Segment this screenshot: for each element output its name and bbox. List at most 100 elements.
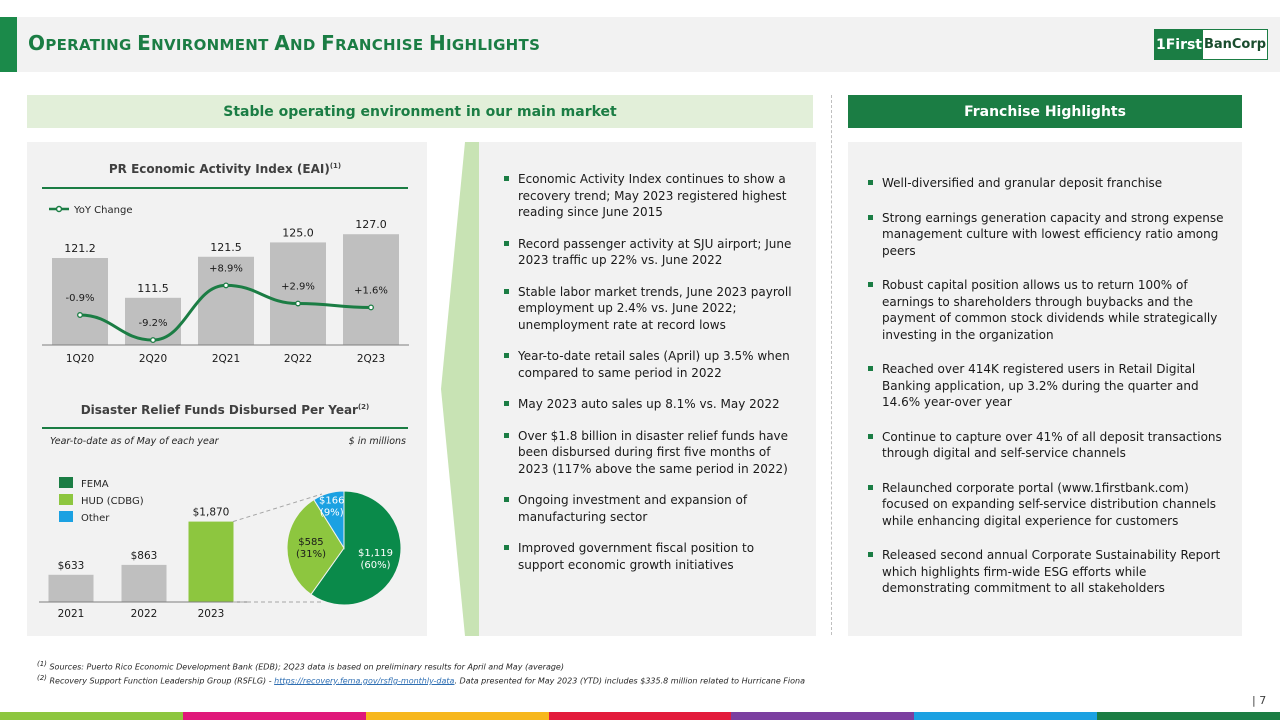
- yoy-point: [223, 282, 229, 289]
- eai-chart-title-text: PR Economic Activity Index (EAI): [108, 162, 330, 176]
- market-bullet-item: Year-to-date retail sales (April) up 3.5…: [504, 348, 800, 381]
- market-bullet-item: May 2023 auto sales up 8.1% vs. May 2022: [504, 396, 800, 413]
- franchise-bullet-item: Strong earnings generation capacity and …: [868, 210, 1230, 260]
- page-title: OPERATING ENVIRONMENT AND FRANCHISE HIGH…: [28, 31, 540, 55]
- bullet-square-icon: [504, 497, 509, 502]
- page-title-text: OPERATING ENVIRONMENT AND FRANCHISE HIGH…: [28, 31, 541, 55]
- market-bullet-item: Improved government fiscal position to s…: [504, 540, 800, 573]
- eai-chart: YoY Change 121.2 1Q20 111.5 2Q20 121.5 2Q21 125…: [42, 205, 409, 365]
- market-bullet-item: Record passenger activity at SJU airport…: [504, 236, 800, 269]
- bullet-square-icon: [504, 288, 509, 294]
- relief-chart: FEMA HUD (CDBG) Other $633 2021 $863 2022 $1,87…: [39, 477, 402, 620]
- eai-category-label: 2Q23: [357, 353, 385, 365]
- bullet-text: Stable labor market trends, June 2023 pa…: [518, 284, 792, 332]
- relief-chart-title: Disaster Relief Funds Disbursed Per Year…: [42, 403, 408, 417]
- bullet-square-icon: [868, 433, 873, 439]
- color-strip-segment: [548, 712, 732, 720]
- bullet-square-icon: [868, 180, 873, 185]
- footnote-2-text: Recovery Support Function Leadership Gro…: [49, 676, 275, 686]
- bullet-text: Ongoing investment and expansion of manu…: [518, 493, 748, 524]
- yoy-point: [295, 300, 301, 307]
- footnote-2: (2) Recovery Support Function Leadership…: [37, 673, 805, 687]
- pie-slice-pct-label: (9%): [320, 507, 344, 518]
- footnote-2-text-end: . Data presented for May 2023 (YTD) incl…: [454, 676, 805, 686]
- relief-bar: [121, 564, 167, 602]
- bullet-text: Relaunched corporate portal (www.1firstb…: [882, 480, 1217, 528]
- yoy-label: -0.9%: [65, 293, 94, 304]
- market-section-header: Stable operating environment in our main…: [27, 95, 813, 128]
- eai-bar: [52, 258, 108, 345]
- relief-title-rule: [42, 427, 408, 429]
- bottom-color-strip: [0, 712, 1280, 720]
- relief-note-ytd: Year-to-date as of May of each year: [50, 436, 219, 447]
- relief-chart-title-text: Disaster Relief Funds Disbursed Per Year: [80, 403, 358, 417]
- bullet-text: Released second annual Corporate Sustain…: [882, 548, 1221, 595]
- footnote-2-marker: (2): [37, 673, 47, 682]
- relief-category-label: 2022: [131, 608, 158, 620]
- eai-bar-value-label: 121.5: [210, 241, 242, 254]
- eai-category-label: 2Q21: [212, 353, 240, 365]
- relief-note-units: $ in millions: [348, 436, 406, 447]
- bullet-text: Year-to-date retail sales (April) up 3.5…: [518, 349, 790, 380]
- color-strip-segment: [182, 712, 366, 720]
- logo-mark: 1First: [1155, 30, 1203, 59]
- franchise-bullet-item: Continue to capture over 41% of all depo…: [868, 429, 1230, 462]
- legend-swatch: [59, 477, 73, 488]
- relief-bar: [48, 574, 94, 602]
- bullet-square-icon: [504, 401, 509, 406]
- footnote-1: (1) Sources: Puerto Rico Economic Develo…: [37, 659, 805, 673]
- market-bullet-item: Over $1.8 billion in disaster relief fun…: [504, 428, 800, 478]
- bullet-square-icon: [868, 484, 873, 490]
- bullet-text: Well-diversified and granular deposit fr…: [882, 176, 1163, 190]
- eai-title-rule: [42, 187, 408, 189]
- yoy-label: +8.9%: [209, 263, 243, 274]
- fema-data-link[interactable]: https://recovery.fema.gov/rsflg-monthly-…: [274, 676, 455, 686]
- firstbancorp-logo: 1First BanCorp: [1154, 29, 1268, 60]
- color-strip-segment: [0, 712, 183, 720]
- bullet-text: Record passenger activity at SJU airport…: [518, 236, 792, 268]
- pie-slice: [286, 498, 345, 596]
- bullet-square-icon: [868, 282, 873, 287]
- bullet-square-icon: [868, 214, 873, 220]
- market-bullet-item: Stable labor market trends, June 2023 pa…: [504, 284, 800, 334]
- eai-category-label: 2Q20: [139, 353, 167, 365]
- relief-title-footnote-marker: (2): [357, 403, 370, 411]
- bullet-text: Robust capital position allows us to ret…: [882, 278, 1218, 342]
- eai-bar: [343, 234, 399, 345]
- franchise-bullets-panel: [848, 142, 1242, 636]
- page-number: | 7: [1252, 694, 1267, 707]
- bullet-text: Reached over 414K registered users in Re…: [882, 362, 1199, 409]
- eai-bar-value-label: 111.5: [137, 282, 169, 295]
- franchise-bullet-item: Well-diversified and granular deposit fr…: [868, 175, 1230, 192]
- pie-slice: [313, 490, 345, 550]
- yoy-label: +1.6%: [354, 285, 388, 296]
- relief-bar-value-label: $863: [131, 550, 158, 562]
- pie-slice: [310, 490, 402, 606]
- color-strip-segment: [365, 712, 549, 720]
- header-accent: [0, 17, 17, 72]
- relief-bar-value-label: $1,870: [193, 507, 230, 519]
- bullet-text: May 2023 auto sales up 8.1% vs. May 2022: [518, 397, 780, 411]
- relief-bar-value-label: $633: [58, 560, 85, 572]
- bullet-text: Continue to capture over 41% of all depo…: [882, 429, 1222, 461]
- market-bullet-list: Economic Activity Index continues to sho…: [504, 171, 800, 573]
- color-strip-segment: [1097, 712, 1280, 720]
- market-bullet-item: Ongoing investment and expansion of manu…: [504, 492, 800, 525]
- pie-slice-value-label: $585: [298, 537, 323, 548]
- legend-label: Other: [81, 513, 110, 524]
- pie-slice-pct-label: (60%): [360, 560, 390, 571]
- yoy-point: [150, 337, 156, 344]
- bullet-square-icon: [504, 432, 509, 438]
- franchise-bullet-item: Reached over 414K registered users in Re…: [868, 361, 1230, 411]
- bullet-square-icon: [504, 353, 509, 358]
- section-divider: [831, 95, 832, 635]
- footnotes: (1) Sources: Puerto Rico Economic Develo…: [37, 659, 805, 686]
- footnote-1-marker: (1): [37, 660, 47, 668]
- footnote-1-text: Sources: Puerto Rico Economic Developmen…: [49, 662, 564, 672]
- pie-slice-pct-label: (31%): [296, 549, 326, 560]
- bullet-square-icon: [868, 366, 873, 371]
- bullet-square-icon: [504, 545, 509, 550]
- franchise-bullet-list: Well-diversified and granular deposit fr…: [868, 175, 1230, 597]
- market-bullets-panel: [479, 142, 816, 636]
- market-bullet-item: Economic Activity Index continues to sho…: [504, 171, 800, 221]
